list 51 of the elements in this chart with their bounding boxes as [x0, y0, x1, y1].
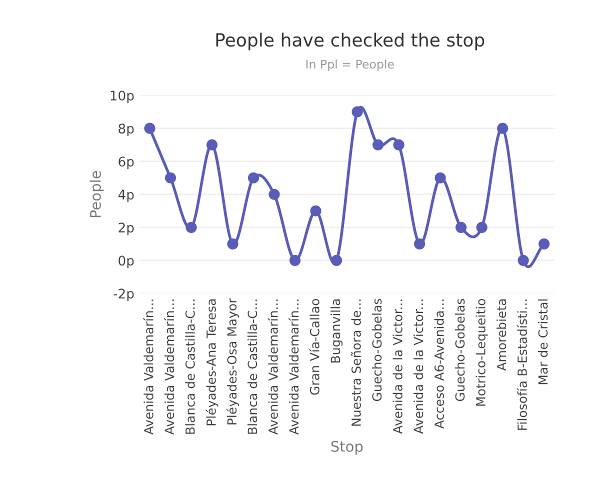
x-tick-label: Blanca de Castilla-C...: [185, 300, 195, 434]
x-tick-label: Avenida Valdemarín...: [164, 300, 174, 435]
x-tick-label: Avenida Valdemarín...: [288, 300, 299, 435]
point: [248, 172, 260, 184]
x-tick-label: Buganvilla: [330, 299, 343, 363]
y-tick-label: -2p: [114, 288, 134, 302]
y-tick-label: 0p: [118, 256, 134, 268]
point: [289, 254, 301, 266]
x-tick-label: Pléyades-Osa Mayor: [226, 298, 240, 424]
point: [456, 222, 467, 233]
x-tick-label: Avenida de la Victor...: [414, 300, 424, 434]
x-tick-label: Blanca de Castilla-C...: [247, 300, 258, 434]
y-tick-label: 10p: [110, 90, 134, 104]
y-axis-title: People: [90, 170, 104, 218]
point: [476, 222, 488, 233]
point: [372, 139, 384, 150]
point: [414, 238, 426, 250]
point: [538, 238, 550, 250]
x-tick-label: Guecho-Gobelas: [372, 298, 382, 402]
x-tick-label: Mar de Cristal: [538, 299, 548, 384]
x-axis-title: Stop: [331, 440, 363, 455]
x-tick-label: Filosofía B-Estadísti...: [516, 300, 527, 430]
point: [227, 238, 238, 250]
point: [352, 106, 363, 118]
point: [393, 139, 404, 150]
x-tick-label: Avenida Valdemarín...: [143, 300, 154, 435]
x-tick-label: Motrico-Lequeitio: [476, 298, 488, 406]
point: [497, 122, 508, 134]
point: [310, 205, 322, 216]
y-tick-label: 6p: [118, 156, 134, 170]
y-tick-label: 8p: [118, 124, 134, 136]
x-tick-label: Amorebieta: [496, 299, 506, 371]
point: [268, 188, 280, 200]
point: [206, 139, 218, 150]
x-tick-label: Gran Vía-Callao: [309, 298, 320, 395]
point: [186, 222, 197, 233]
y-tick-label: 2p: [118, 222, 134, 236]
x-tick-label: Avenida Valdemarín...: [268, 300, 278, 435]
point: [518, 254, 529, 266]
chart-title: People have checked the stop: [216, 32, 484, 50]
point: [144, 122, 156, 134]
x-tick-label: Nuestra Señora de...: [351, 300, 361, 426]
y-tick-label: 4p: [118, 190, 134, 202]
point: [330, 254, 342, 266]
chart-subtitle: In Ppl = People: [306, 59, 394, 71]
point: [164, 172, 176, 184]
x-tick-label: Avenida de la Victor...: [392, 300, 402, 434]
x-tick-label: Pléyades-Ana Teresa: [206, 299, 218, 426]
point: [434, 172, 446, 184]
x-tick-label: Guecho-Gobelas: [455, 298, 465, 402]
x-tick-label: Acceso A6-Avenida...: [434, 300, 444, 429]
